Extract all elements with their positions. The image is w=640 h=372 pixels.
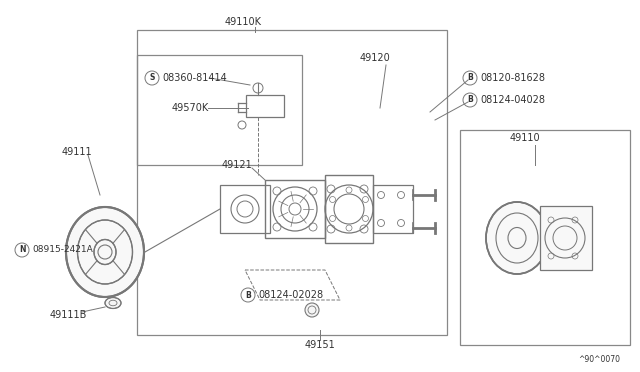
Text: S: S <box>149 74 155 83</box>
Text: 08915-2421A: 08915-2421A <box>32 246 93 254</box>
Text: 49151: 49151 <box>305 340 335 350</box>
Text: 08124-02028: 08124-02028 <box>258 290 323 300</box>
Circle shape <box>98 245 112 259</box>
Ellipse shape <box>66 207 144 297</box>
Text: N: N <box>19 246 25 254</box>
Text: 08360-81414: 08360-81414 <box>162 73 227 83</box>
Text: 49110K: 49110K <box>225 17 262 27</box>
Bar <box>460 130 630 345</box>
Ellipse shape <box>105 298 121 308</box>
Ellipse shape <box>94 240 116 264</box>
Circle shape <box>545 218 585 258</box>
Bar <box>325 175 373 243</box>
Text: 49120: 49120 <box>360 53 391 63</box>
Text: ^90^0070: ^90^0070 <box>578 356 620 365</box>
Text: 49111: 49111 <box>62 147 93 157</box>
Text: B: B <box>467 96 473 105</box>
Bar <box>137 30 447 335</box>
Text: 49121: 49121 <box>222 160 253 170</box>
Bar <box>265 180 325 238</box>
Bar <box>246 95 284 117</box>
Text: 08124-04028: 08124-04028 <box>480 95 545 105</box>
Circle shape <box>305 303 319 317</box>
Text: B: B <box>467 74 473 83</box>
Text: 49111B: 49111B <box>50 310 88 320</box>
Bar <box>540 206 592 270</box>
Bar <box>137 55 302 165</box>
Bar <box>373 185 413 233</box>
Text: 49110: 49110 <box>510 133 541 143</box>
Text: 49570K: 49570K <box>172 103 209 113</box>
Ellipse shape <box>77 220 132 284</box>
Ellipse shape <box>486 202 548 274</box>
Text: 08120-81628: 08120-81628 <box>480 73 545 83</box>
Text: B: B <box>245 291 251 299</box>
Bar <box>220 185 270 233</box>
